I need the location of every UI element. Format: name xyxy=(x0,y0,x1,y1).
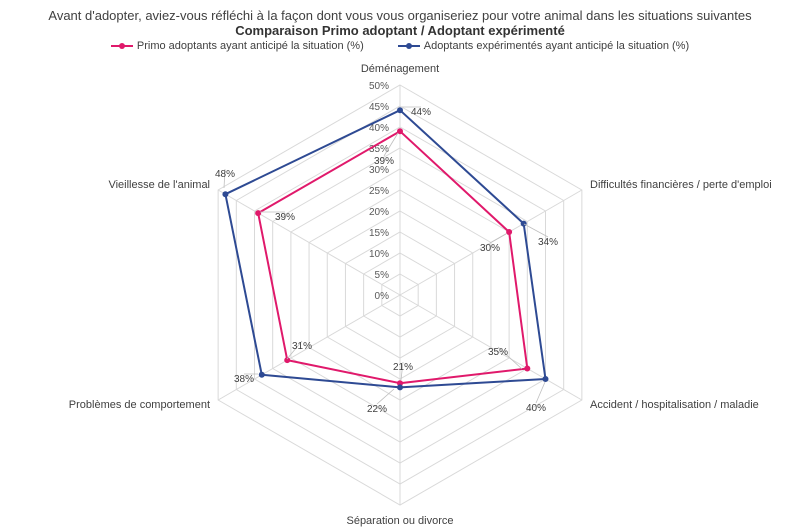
grid-spoke xyxy=(217,189,401,296)
legend-swatch-experimentes xyxy=(397,41,420,51)
data-point-primo xyxy=(255,210,262,217)
data-label-leader xyxy=(535,381,546,404)
data-label-leader xyxy=(286,340,303,360)
data-label-experimentes: 22% xyxy=(367,404,387,415)
data-point-experimentes xyxy=(397,107,403,114)
data-point-experimentes xyxy=(397,384,403,391)
data-label-leader xyxy=(383,132,399,157)
radial-tick-label: 10% xyxy=(369,249,389,260)
data-label-experimentes: 38% xyxy=(234,374,254,385)
data-point-experimentes xyxy=(258,371,265,378)
data-label-leader xyxy=(523,223,549,238)
data-label-primo: 21% xyxy=(393,362,413,373)
radial-tick-label: 25% xyxy=(369,186,389,197)
data-label-primo: 30% xyxy=(480,243,500,254)
data-label-leader xyxy=(497,346,523,370)
data-point-experimentes xyxy=(520,220,527,227)
radial-tick-label: 5% xyxy=(375,270,390,281)
data-label-primo: 39% xyxy=(374,156,394,167)
category-label: Déménagement xyxy=(361,63,439,75)
legend-label-primo: Primo adoptants ayant anticipé la situat… xyxy=(136,40,364,52)
data-label-experimentes: 44% xyxy=(411,107,431,118)
chart-subtitle: Comparaison Primo adoptant / Adoptant ex… xyxy=(235,23,565,38)
data-label-leader xyxy=(376,388,395,405)
data-point-primo xyxy=(397,380,403,387)
data-point-experimentes xyxy=(542,376,549,382)
data-point-experimentes xyxy=(222,191,229,198)
data-label-experimentes: 34% xyxy=(538,237,558,248)
data-label-primo: 31% xyxy=(292,341,312,352)
radial-tick-label: 20% xyxy=(369,207,389,218)
legend-swatch-primo xyxy=(110,41,133,51)
data-label-primo: 35% xyxy=(488,347,508,358)
radial-tick-label: 50% xyxy=(369,81,389,92)
legend: Primo adoptants ayant anticipé la situat… xyxy=(0,40,800,52)
legend-item-experimentes: Adoptants expérimentés ayant anticipé la… xyxy=(397,40,690,52)
data-label-leader xyxy=(400,361,404,381)
category-label: Problèmes de comportement xyxy=(69,399,210,411)
grid-spoke xyxy=(399,294,583,401)
data-label-leader xyxy=(223,168,226,189)
data-label-experimentes: 40% xyxy=(526,403,546,414)
data-label-experimentes: 48% xyxy=(215,169,235,180)
category-label: Vieillesse de l'animal xyxy=(108,179,210,191)
data-label-leader xyxy=(489,233,507,244)
data-point-primo xyxy=(397,128,403,135)
radial-tick-label: 45% xyxy=(369,102,389,113)
category-label: Accident / hospitalisation / maladie xyxy=(590,399,759,411)
data-point-primo xyxy=(524,365,531,372)
legend-item-primo: Primo adoptants ayant anticipé la situat… xyxy=(110,40,364,52)
data-point-primo xyxy=(284,357,291,364)
data-point-primo xyxy=(506,229,513,235)
chart-title: Avant d'adopter, aviez-vous réfléchi à l… xyxy=(48,8,752,23)
radial-tick-label: 15% xyxy=(369,228,389,239)
radial-tick-label: 30% xyxy=(369,165,389,176)
category-label: Difficultés financières / perte d'emploi xyxy=(590,179,772,191)
radial-tick-label: 35% xyxy=(369,144,389,155)
category-label: Séparation ou divorce xyxy=(346,515,453,527)
radial-tick-label: 0% xyxy=(375,291,390,302)
data-label-primo: 39% xyxy=(275,212,295,223)
legend-label-experimentes: Adoptants expérimentés ayant anticipé la… xyxy=(423,40,690,52)
grid-spoke xyxy=(217,294,401,401)
radial-tick-label: 40% xyxy=(369,123,389,134)
